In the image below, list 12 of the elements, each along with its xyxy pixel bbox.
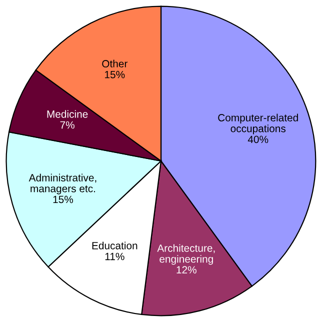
- slice-label: Administrative, managers etc.: [28, 174, 96, 194]
- data-label: 15%: [105, 70, 125, 78]
- slice-label: Medicine: [47, 110, 88, 118]
- slice-label: Computer-related occupations: [218, 114, 298, 134]
- slice-label: Education: [92, 242, 138, 250]
- data-label: 40%: [248, 136, 268, 144]
- data-label: 7%: [60, 121, 74, 129]
- data-label: 11%: [105, 252, 124, 260]
- slice-label: Other: [102, 60, 128, 68]
- data-label: 12%: [176, 266, 196, 274]
- slice-label: Architecture, engineering: [157, 244, 215, 265]
- data-label: 15%: [53, 196, 74, 204]
